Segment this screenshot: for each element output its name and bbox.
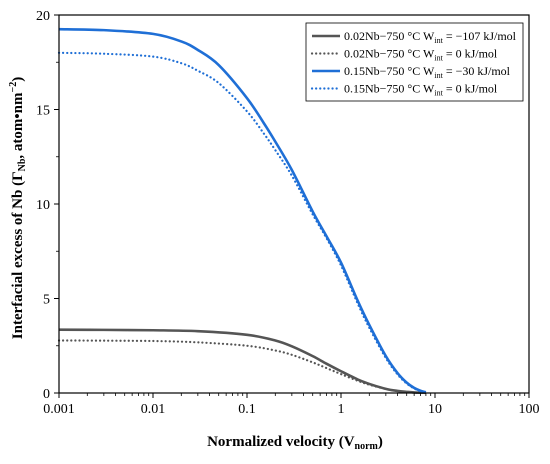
legend: 0.02Nb−750 °C Wint = −107 kJ/mol 0.02Nb−7… <box>305 22 524 102</box>
x-tick-label: 0.1 <box>238 402 256 417</box>
y-tick-label: 15 <box>36 104 50 119</box>
y-tick-label: 20 <box>36 9 50 24</box>
axis-ticks <box>54 14 530 398</box>
legend-label-2: 0.02Nb−750 °C Wint = 0 kJ/mol <box>344 47 498 63</box>
series-line-4 <box>57 51 427 394</box>
x-axis-label: Normalized velocity (Vnorm) <box>207 434 383 452</box>
legend-label-4: 0.15Nb−750 °C Wint = 0 kJ/mol <box>344 82 498 98</box>
series-line-1 <box>58 328 426 395</box>
legend-label-1: 0.02Nb−750 °C Wint = −107 kJ/mol <box>344 29 517 45</box>
x-tick-label: 10 <box>428 402 442 417</box>
y-tick-label: 5 <box>43 293 50 308</box>
x-tick-label: 1 <box>338 402 345 417</box>
x-tick-label: 100 <box>519 402 540 417</box>
legend-box <box>305 22 524 102</box>
legend-label-3: 0.15Nb−750 °C Wint = −30 kJ/mol <box>344 64 511 80</box>
y-tick-label: 0 <box>43 387 50 402</box>
axis-tick-labels: 0.001 0.01 0.1 1 10 100 0 5 10 15 20 <box>36 9 540 417</box>
y-tick-label: 10 <box>36 198 50 213</box>
y-axis-label: Interfacial excess of Nb (ΓNb, atom•nm−2… <box>8 77 28 339</box>
x-tick-label: 0.01 <box>141 402 166 417</box>
plot-lines <box>57 27 427 395</box>
series-line-2 <box>57 339 427 394</box>
x-tick-label: 0.001 <box>43 402 75 417</box>
series-line-3 <box>58 27 427 394</box>
